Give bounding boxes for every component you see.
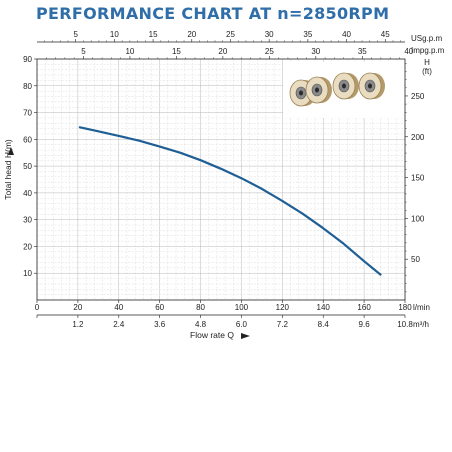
plot-frame <box>36 58 406 301</box>
x-tick-label: 140 <box>317 303 331 312</box>
m3h-tick-label: 4.8 <box>195 320 207 329</box>
y-axis-title: Total head H(m) <box>3 139 13 200</box>
y-tick-label: 40 <box>23 189 32 198</box>
usgpm-tick-label: 40 <box>342 30 351 39</box>
usgpm-tick-label: 5 <box>73 30 78 39</box>
m3h-tick-label: 10.8 <box>397 320 413 329</box>
y-tick-label: 20 <box>23 242 32 251</box>
y-tick-label: 90 <box>23 55 32 64</box>
x-tick-label: 120 <box>276 303 290 312</box>
x-tick-label: 80 <box>196 303 205 312</box>
y-tick-label: 50 <box>23 162 32 171</box>
impgpm-tick-label: 30 <box>311 47 320 56</box>
x-axis-arrow <box>241 333 250 339</box>
m3h-tick-label: 7.2 <box>277 320 289 329</box>
y-axis-arrow <box>8 147 14 155</box>
x-tick-label: 0 <box>35 303 40 312</box>
x-tick-label: 20 <box>73 303 82 312</box>
x-tick-label: 100 <box>235 303 249 312</box>
usgpm-tick-label: 20 <box>187 30 196 39</box>
y-tick-label: 70 <box>23 109 32 118</box>
usgpm-unit-label: USg.p.m <box>411 34 442 43</box>
impgpm-tick-label: 10 <box>125 47 134 56</box>
impgpm-tick-label: 35 <box>358 47 367 56</box>
right-axis-label: H <box>424 58 430 67</box>
x-tick-label: 180 <box>398 303 412 312</box>
impgpm-tick-label: 40 <box>404 47 413 56</box>
impgpm-tick-label: 20 <box>218 47 227 56</box>
curve-layer <box>78 126 382 276</box>
performance-curve <box>78 126 382 276</box>
usgpm-tick-label: 25 <box>226 30 235 39</box>
impeller-bore <box>315 87 319 93</box>
x-unit-label: l/min <box>413 303 430 312</box>
pump-impellers-image <box>283 62 404 118</box>
ft-tick-label: 100 <box>411 214 425 223</box>
plot-border <box>36 58 406 301</box>
impeller-bore <box>368 83 372 89</box>
x-tick-label: 160 <box>357 303 371 312</box>
x-tick-label: 60 <box>155 303 164 312</box>
ft-tick-label: 150 <box>411 174 425 183</box>
ft-tick-label: 50 <box>411 255 420 264</box>
x-tick-label: 40 <box>114 303 123 312</box>
chart-title: PERFORMANCE CHART AT n=2850RPM <box>36 4 390 23</box>
impgpm-unit-label: Impg.p.m <box>411 46 445 55</box>
usgpm-tick-label: 10 <box>110 30 119 39</box>
m3h-tick-label: 1.2 <box>72 320 84 329</box>
right-axis-unit: (ft) <box>422 67 432 76</box>
m3h-unit-label: m³/h <box>413 320 429 329</box>
y-tick-label: 10 <box>23 269 32 278</box>
impgpm-tick-label: 15 <box>172 47 181 56</box>
m3h-tick-label: 2.4 <box>113 320 125 329</box>
usgpm-tick-label: 15 <box>149 30 158 39</box>
m3h-tick-label: 8.4 <box>318 320 330 329</box>
y-tick-label: 60 <box>23 135 32 144</box>
usgpm-tick-label: 45 <box>381 30 390 39</box>
impeller-bore <box>299 90 303 96</box>
ft-tick-label: 200 <box>411 133 425 142</box>
usgpm-tick-label: 35 <box>303 30 312 39</box>
x-axis-title: Flow rate Q <box>190 330 234 340</box>
impgpm-tick-label: 5 <box>81 47 86 56</box>
ft-tick-label: 250 <box>411 92 425 101</box>
impeller-bore <box>342 83 346 89</box>
m3h-tick-label: 3.6 <box>154 320 166 329</box>
m3h-tick-label: 6.0 <box>236 320 248 329</box>
y-tick-label: 30 <box>23 216 32 225</box>
y-tick-label: 80 <box>23 82 32 91</box>
impgpm-tick-label: 25 <box>265 47 274 56</box>
m3h-tick-label: 9.6 <box>359 320 371 329</box>
usgpm-tick-label: 30 <box>265 30 274 39</box>
